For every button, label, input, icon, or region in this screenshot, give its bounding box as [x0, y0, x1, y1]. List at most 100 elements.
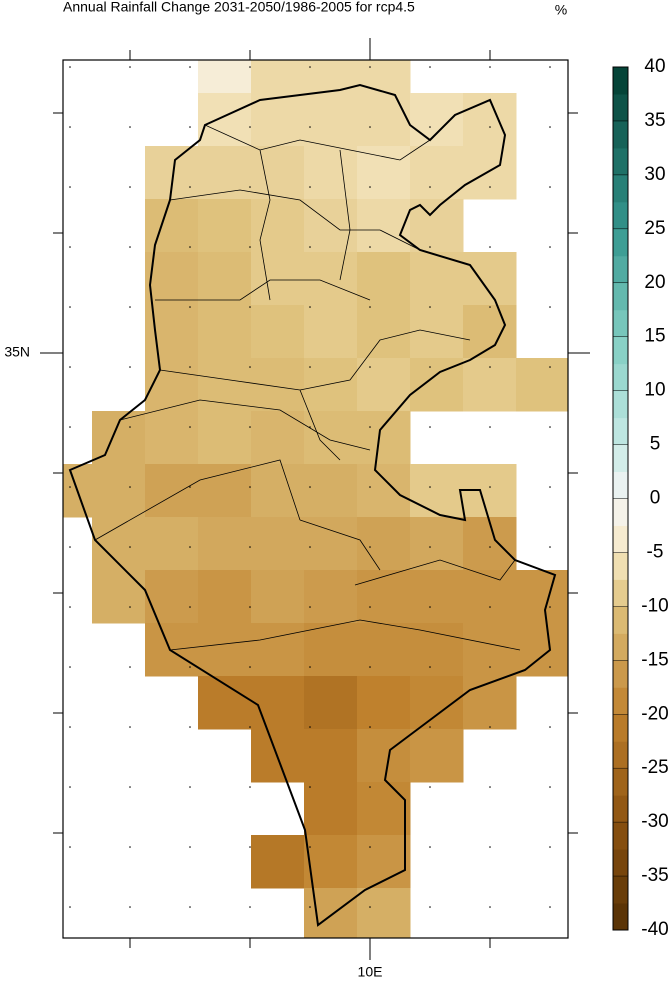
grid-cell [410, 146, 464, 200]
grid-dot [369, 606, 371, 608]
grid-dot [489, 246, 491, 248]
colorbar-level [613, 147, 628, 176]
grid-dot [369, 906, 371, 908]
grid-dot [549, 666, 551, 668]
grid-dot [549, 486, 551, 488]
grid-dot [549, 546, 551, 548]
colorbar-tick-label: 5 [650, 434, 661, 455]
grid-cell [145, 464, 199, 518]
grid-dot [489, 186, 491, 188]
grid-dot [429, 366, 431, 368]
grid-dot [549, 786, 551, 788]
grid-dot [129, 546, 131, 548]
grid-cell [357, 305, 411, 359]
grid-dot [549, 306, 551, 308]
grid-dot [429, 546, 431, 548]
grid-dot [129, 906, 131, 908]
grid-dot [309, 726, 311, 728]
grid-dot [429, 426, 431, 428]
grid-cell [304, 623, 358, 677]
grid-cell [198, 517, 252, 571]
grid-dot [189, 366, 191, 368]
colorbar-tick-label: 20 [644, 272, 665, 293]
grid-cell [251, 623, 305, 677]
grid-dot [549, 246, 551, 248]
grid-cell [463, 358, 517, 412]
region-borders [94, 124, 521, 651]
grid-dot [369, 846, 371, 848]
grid-dot [129, 666, 131, 668]
grid-dot [489, 66, 491, 68]
grid-dot [369, 306, 371, 308]
colorbar-level [613, 552, 628, 580]
grid-cell [251, 93, 305, 147]
grid-dot [549, 726, 551, 728]
grid-cell [410, 729, 464, 783]
grid-cell [198, 305, 252, 359]
grid-dot [249, 246, 251, 248]
colorbar-level [613, 93, 628, 122]
cells [63, 60, 568, 938]
unit-label: % [555, 2, 567, 18]
grid-cell [463, 146, 517, 200]
grid-dot [189, 606, 191, 608]
grid-dot [309, 606, 311, 608]
grid-cell [410, 517, 464, 571]
colorbar-level [613, 67, 628, 95]
grid-dot [489, 846, 491, 848]
grid-cell [304, 570, 358, 624]
grid-cell [251, 570, 305, 624]
grid-cell [357, 464, 411, 518]
grid-dot [249, 606, 251, 608]
colorbar-level [613, 822, 628, 850]
grid-dot [429, 126, 431, 128]
grid-dot [129, 126, 131, 128]
grid-dot [369, 126, 371, 128]
grid-dot [69, 486, 71, 488]
grid-dot [249, 126, 251, 128]
grid-cell [357, 623, 411, 677]
colorbar-tick-label: 0 [650, 488, 661, 509]
colorbar-tick-label: 15 [644, 326, 665, 347]
grid-cell [357, 60, 411, 94]
grid-cell [198, 146, 252, 200]
grid-cell [357, 252, 411, 306]
colorbar-level [613, 309, 628, 338]
grid-dot [189, 726, 191, 728]
grid-dot [69, 546, 71, 548]
colorbar-level [613, 741, 628, 769]
grid-dot [369, 486, 371, 488]
colorbar-tick-label: -35 [641, 865, 668, 886]
grid-dot [249, 366, 251, 368]
grid-dot [309, 786, 311, 788]
grid-dot [489, 786, 491, 788]
grid-cell [198, 464, 252, 518]
grid-cell [463, 623, 517, 677]
colorbar-level [613, 687, 628, 715]
grid-dot [129, 846, 131, 848]
grid-dot [489, 726, 491, 728]
grid-cell [357, 93, 411, 147]
colorbar-level [613, 633, 628, 661]
grid-cell [304, 835, 358, 889]
grid-dot [429, 66, 431, 68]
grid-cell [304, 93, 358, 147]
colorbar-tick-label: 40 [644, 56, 665, 77]
grid-dot [249, 66, 251, 68]
grid-dot [69, 606, 71, 608]
grid-dot [309, 486, 311, 488]
grid-cell [251, 464, 305, 518]
grid-cell [357, 199, 411, 253]
grid-dot [369, 366, 371, 368]
grid-dot [129, 246, 131, 248]
grid-dot [429, 186, 431, 188]
grid-dot [429, 726, 431, 728]
grid-dot [549, 366, 551, 368]
grid-dot [489, 546, 491, 548]
grid-cell [357, 411, 411, 465]
grid-cell [304, 199, 358, 253]
colorbar-level [613, 201, 628, 230]
grid-dot [369, 186, 371, 188]
